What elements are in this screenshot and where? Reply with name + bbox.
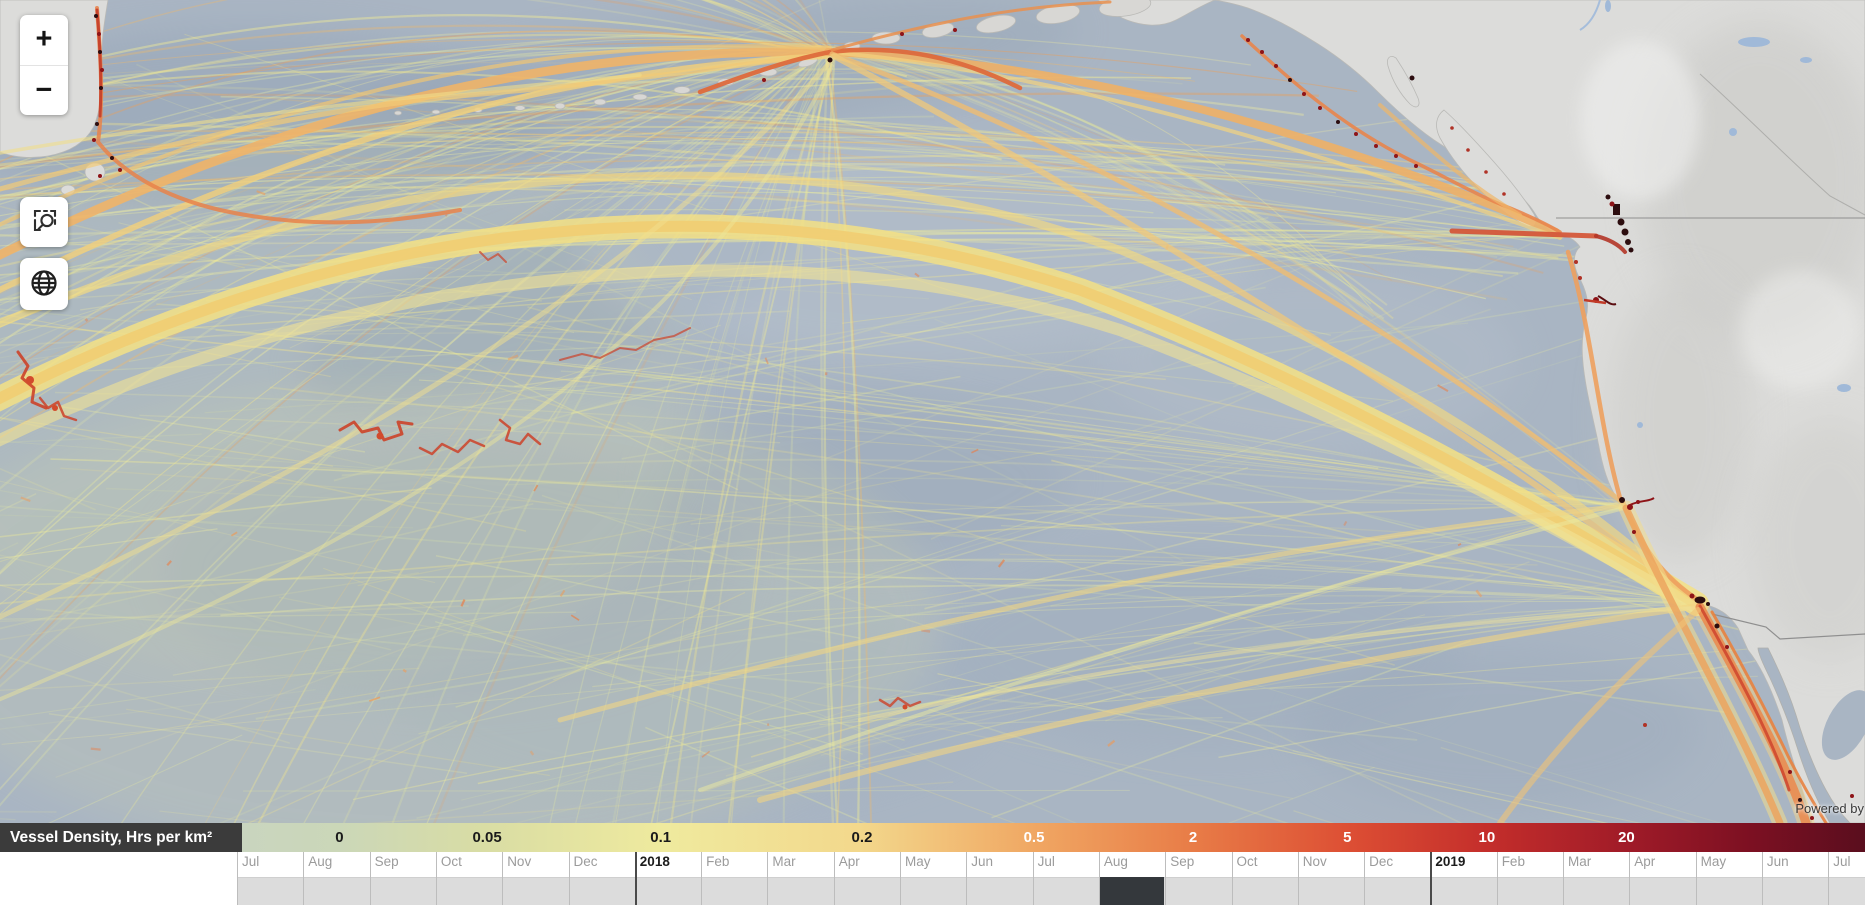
timeline-label-Mar: Mar <box>772 854 796 869</box>
timeline-track[interactable] <box>237 877 1865 905</box>
timeline-label-Apr: Apr <box>838 854 860 869</box>
timeline-label-Sep: Sep <box>374 854 399 869</box>
lakes <box>1579 0 1851 428</box>
timeline-tick <box>634 852 637 905</box>
timeline-label-Dec: Dec <box>1369 854 1394 869</box>
timeline-label-2019: 2019 <box>1435 854 1466 869</box>
timeline-tick <box>369 852 371 905</box>
timeline-tick <box>1828 852 1830 905</box>
haida-gwaii <box>1387 56 1420 108</box>
timeline-label-Jul: Jul <box>242 854 260 869</box>
timeline-tick <box>435 852 437 905</box>
legend-tick-0.5: 0.5 <box>1023 829 1045 846</box>
globe-icon <box>28 267 60 302</box>
timeline-label-Jun: Jun <box>971 854 994 869</box>
timeline-handle[interactable] <box>1099 877 1165 905</box>
timeline-label-Mar: Mar <box>1568 854 1592 869</box>
attribution: Powered by <box>1795 801 1864 816</box>
borders <box>1556 73 1865 640</box>
legend-gradient: 0 0.05 0.1 0.2 0.5 2 5 10 20 <box>242 823 1865 852</box>
timeline-label-Jul: Jul <box>1037 854 1055 869</box>
timeline-tick <box>966 852 968 905</box>
legend-tick-0.2: 0.2 <box>851 829 873 846</box>
timeline-tick <box>1761 852 1763 905</box>
timeline-label-Feb: Feb <box>1501 854 1525 869</box>
timeline-tick <box>1165 852 1167 905</box>
zoom-out-button[interactable]: − <box>20 66 68 116</box>
zoom-control: + − <box>20 15 68 115</box>
zoom-divider <box>20 64 68 66</box>
timeline-slider[interactable]: Jul Aug Sep Oct Nov Dec 2018 Feb Mar Apr May Jun Jul… <box>0 852 1865 908</box>
legend-tick-20: 20 <box>1618 829 1635 846</box>
timeline-tick <box>900 852 901 905</box>
legend-bar: Vessel Density, Hrs per km² 0 0.05 0.1 0.2 0… <box>0 823 1865 852</box>
zoom-in-button[interactable]: + <box>20 15 68 65</box>
timeline-tick <box>568 852 570 905</box>
timeline-tick <box>303 852 305 905</box>
timeline-tick <box>1297 852 1299 905</box>
timeline-label-Sep: Sep <box>1170 854 1195 869</box>
timeline-label-Aug: Aug <box>308 854 333 869</box>
timeline-tick <box>1364 852 1366 905</box>
legend-tick-0.1: 0.1 <box>650 829 672 846</box>
timeline-label-Jun: Jun <box>1766 854 1789 869</box>
timeline-tick <box>1430 852 1433 905</box>
timeline-label-Aug: Aug <box>1103 854 1128 869</box>
timeline-label-Apr: Apr <box>1634 854 1656 869</box>
legend-tick-0: 0 <box>335 829 344 846</box>
timeline-tick <box>1563 852 1564 905</box>
timeline-tick <box>502 852 504 905</box>
port-dots <box>92 14 1854 820</box>
timeline-tick <box>833 852 835 905</box>
timeline-tick <box>1496 852 1498 905</box>
legend-tick-2: 2 <box>1188 829 1198 846</box>
gulf-of-california <box>1757 647 1865 823</box>
timeline-label-Nov: Nov <box>507 854 532 869</box>
legend-tick-0.05: 0.05 <box>472 829 502 846</box>
timeline-label-May: May <box>905 854 931 869</box>
timeline-tick <box>1231 852 1233 905</box>
map-canvas[interactable]: Powered by <box>0 0 1865 823</box>
timeline-tick <box>767 852 769 905</box>
legend-tick-5: 5 <box>1343 829 1352 846</box>
map-graphic <box>0 0 1865 823</box>
timeline-tick <box>1629 852 1631 905</box>
timeline-tick <box>1098 852 1100 905</box>
timeline-label-Feb: Feb <box>706 854 730 869</box>
legend-tick-10: 10 <box>1478 829 1496 846</box>
zoom-to-area-button[interactable] <box>20 197 68 247</box>
timeline-label-Jul: Jul <box>1833 854 1851 869</box>
zoom-to-area-magnifier-icon <box>31 207 58 237</box>
timeline-tick <box>1695 852 1697 905</box>
timeline-tick <box>237 852 238 905</box>
legend-title: Vessel Density, Hrs per km² <box>0 823 242 852</box>
fishing-clusters <box>16 251 922 710</box>
globe-button[interactable] <box>20 258 68 310</box>
timeline-tick <box>701 852 703 905</box>
timeline-label-May: May <box>1700 854 1727 869</box>
timeline-tick <box>1032 852 1034 905</box>
timeline-label-Oct: Oct <box>1236 854 1258 869</box>
shipping-routes <box>0 0 1828 823</box>
timeline-label-2018: 2018 <box>639 854 670 869</box>
timeline-label-Nov: Nov <box>1302 854 1327 869</box>
timeline-label-Dec: Dec <box>573 854 598 869</box>
timeline-label-Oct: Oct <box>440 854 462 869</box>
land-relief <box>1580 20 1865 660</box>
